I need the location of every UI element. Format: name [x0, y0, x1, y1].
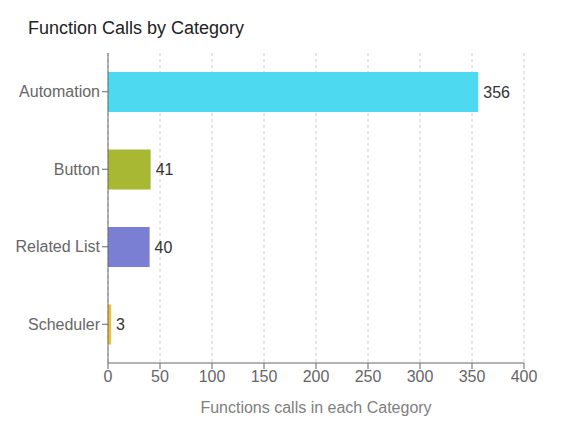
svg-text:0: 0 — [104, 368, 113, 385]
svg-text:250: 250 — [355, 368, 382, 385]
svg-text:300: 300 — [407, 368, 434, 385]
svg-text:3: 3 — [116, 316, 125, 333]
svg-text:41: 41 — [156, 161, 174, 178]
svg-text:150: 150 — [251, 368, 278, 385]
svg-text:356: 356 — [483, 84, 510, 101]
html-text:Function Calls by Category: Function Calls by Category — [28, 18, 245, 38]
svg-text:50: 50 — [151, 368, 169, 385]
svg-text:Related List: Related List — [16, 238, 101, 255]
svg-text:Button: Button — [54, 161, 100, 178]
svg-text:Scheduler: Scheduler — [28, 316, 101, 333]
svg-text:350: 350 — [459, 368, 486, 385]
svg-text:40: 40 — [155, 239, 173, 256]
svg-text:Functions calls in each Catego: Functions calls in each Category — [200, 399, 431, 416]
svg-text:200: 200 — [303, 368, 330, 385]
svg-text:400: 400 — [511, 368, 538, 385]
svg-text:Automation: Automation — [19, 83, 100, 100]
svg-text:100: 100 — [199, 368, 226, 385]
